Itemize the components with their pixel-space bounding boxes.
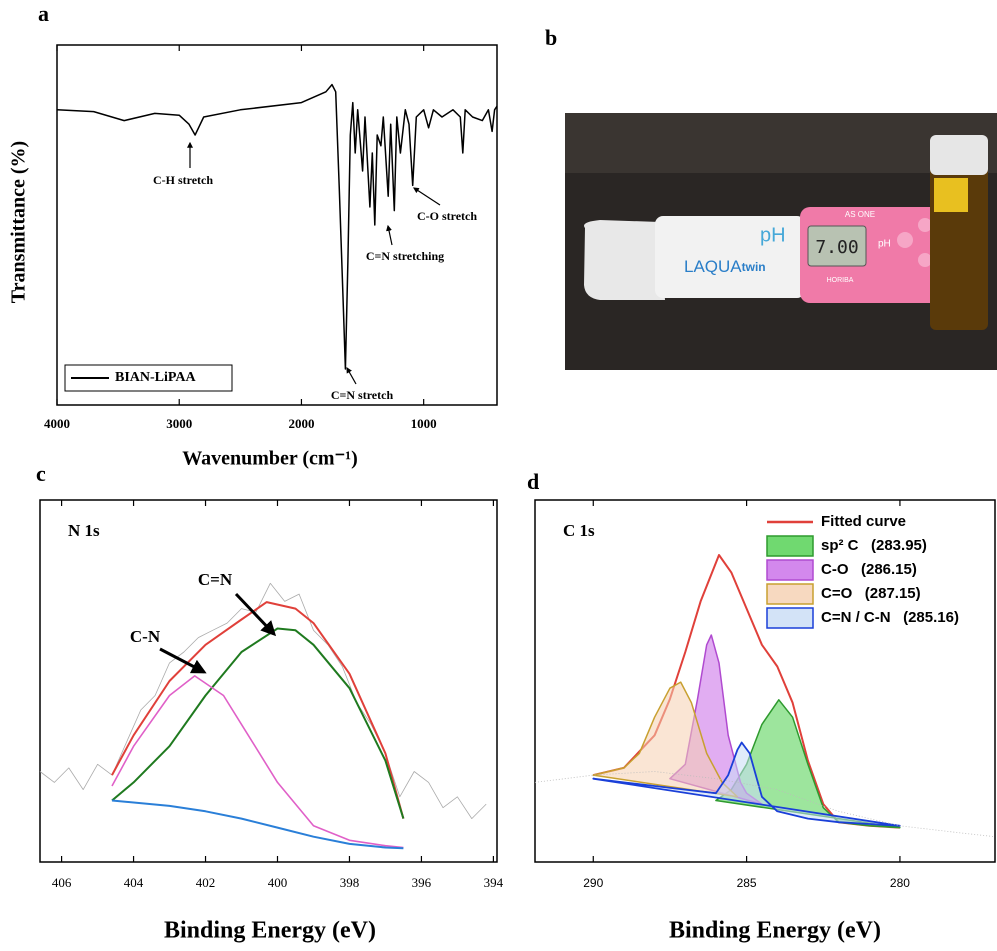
meter-cap xyxy=(584,220,665,300)
annotation: C=N xyxy=(198,570,233,589)
vial xyxy=(930,150,988,330)
meter-button xyxy=(918,253,932,267)
photo-text: twin xyxy=(742,260,766,274)
photo-text: HORIBA xyxy=(827,277,854,284)
panel-title: N 1s xyxy=(68,521,100,540)
meter-button xyxy=(897,232,913,248)
photo-shade xyxy=(565,113,997,173)
annotation-arrow xyxy=(412,187,441,206)
series-line xyxy=(56,83,498,370)
x-tick-label: 400 xyxy=(268,875,288,890)
legend-label: sp² C (283.95) xyxy=(821,537,927,554)
panel-label: a xyxy=(38,1,49,26)
panel-title: C 1s xyxy=(563,521,595,540)
x-tick-label: 394 xyxy=(484,875,504,890)
panel-label: c xyxy=(36,461,46,486)
photo-text: LAQUA xyxy=(684,257,742,276)
x-tick-label: 402 xyxy=(196,875,216,890)
panel-label: d xyxy=(527,469,539,494)
photo-text: pH xyxy=(878,239,891,250)
x-tick-label: 398 xyxy=(340,875,360,890)
x-tick-label: 280 xyxy=(890,876,910,890)
series-line xyxy=(111,601,405,819)
legend-label: Fitted curve xyxy=(821,513,906,530)
photo-text: 7.00 xyxy=(815,237,858,258)
photo: pH LAQUAtwin 7.00 AS ONE HORIBA pH xyxy=(565,113,997,370)
series-line xyxy=(111,675,404,849)
legend-label: C=O (287.15) xyxy=(821,585,921,602)
annotation-arrow xyxy=(159,647,207,674)
annotation: C-H stretch xyxy=(153,173,213,187)
meter-display xyxy=(807,225,867,267)
plot-frame xyxy=(534,499,996,863)
photo-text: LAQUAtwin xyxy=(684,257,766,276)
plot-frame xyxy=(56,44,498,406)
x-tick-label: 404 xyxy=(124,875,144,890)
annotation: C-N xyxy=(130,627,161,646)
x-tick-label: 2000 xyxy=(288,416,314,431)
legend-swatch xyxy=(766,535,814,557)
annotation-arrow xyxy=(346,366,357,385)
x-tick-label: 285 xyxy=(737,876,757,890)
vial-cap xyxy=(930,135,988,175)
series-line xyxy=(111,799,404,850)
meter-button xyxy=(918,218,932,232)
x-tick-label: 3000 xyxy=(166,416,192,431)
x-axis-label: Wavenumber (cm⁻¹) xyxy=(182,448,358,470)
x-tick-label: 396 xyxy=(412,875,432,890)
annotation-arrow xyxy=(386,224,393,246)
x-tick-label: 406 xyxy=(52,875,72,890)
vial-label xyxy=(934,178,968,212)
x-axis-label: Binding Energy (eV) xyxy=(669,918,881,944)
legend-swatch xyxy=(766,583,814,605)
series-line xyxy=(111,627,405,819)
meter-body xyxy=(655,216,805,298)
legend-label: C=N / C-N (285.16) xyxy=(821,609,959,626)
legend-label: C-O (286.15) xyxy=(821,561,917,578)
panel-label: b xyxy=(545,25,557,50)
x-axis-label: Binding Energy (eV) xyxy=(164,918,376,944)
plot-frame xyxy=(39,499,498,863)
legend-swatch xyxy=(766,559,814,581)
annotation-arrow xyxy=(234,592,277,637)
annotation: C-O stretch xyxy=(417,209,477,223)
series-line xyxy=(39,582,487,819)
photo-text: AS ONE xyxy=(845,210,875,219)
x-tick-label: 1000 xyxy=(411,416,437,431)
legend-label: BIAN-LiPAA xyxy=(115,370,197,385)
x-tick-label: 290 xyxy=(583,876,603,890)
annotation: C=N stretch xyxy=(331,388,394,402)
annotation: C=N stretching xyxy=(366,249,444,263)
photo-text: pH xyxy=(760,224,786,246)
y-axis-label: Transmittance (%) xyxy=(8,141,30,303)
x-tick-label: 4000 xyxy=(44,416,70,431)
legend-swatch xyxy=(766,607,814,629)
